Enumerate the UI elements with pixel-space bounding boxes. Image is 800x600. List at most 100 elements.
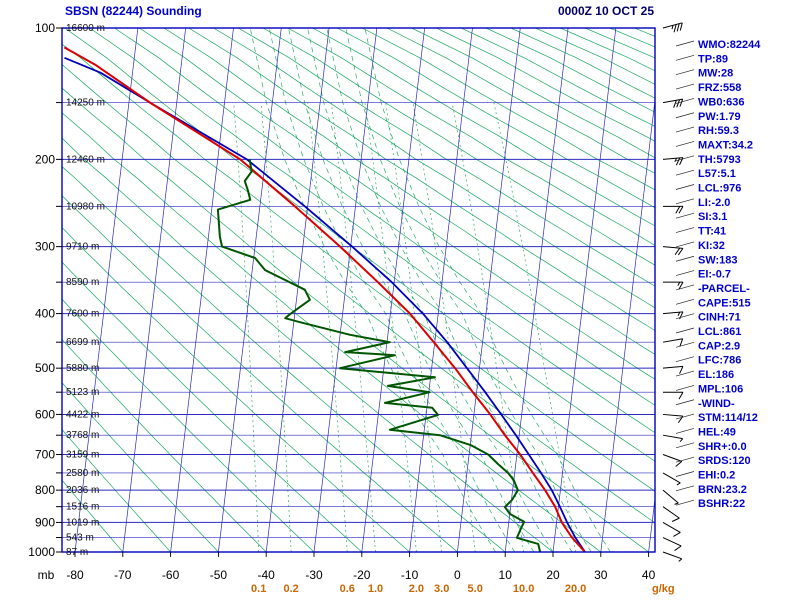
wind-barb bbox=[662, 338, 684, 347]
index-line: BRN:23.2 bbox=[698, 484, 747, 496]
wind-barb bbox=[662, 472, 681, 486]
height-label: 87 m bbox=[66, 547, 88, 558]
height-label: 16600 m bbox=[66, 23, 105, 34]
pressure-label: 900 bbox=[35, 515, 55, 529]
index-line: -WIND- bbox=[698, 398, 735, 410]
temp-label: -30 bbox=[305, 568, 323, 582]
pressure-label: 700 bbox=[35, 448, 55, 462]
index-line: SRDS:120 bbox=[698, 455, 751, 467]
barb-half bbox=[671, 25, 674, 30]
isotherm bbox=[361, 28, 426, 552]
temp-label: -40 bbox=[258, 568, 276, 582]
index-line: SHR+:0.0 bbox=[698, 441, 747, 453]
barb-half bbox=[674, 502, 679, 505]
isotherm bbox=[457, 28, 521, 552]
temp-label: 40 bbox=[642, 568, 656, 582]
moist-adiabat bbox=[249, 28, 496, 552]
wind-barb bbox=[662, 521, 681, 537]
pressure-label: 800 bbox=[35, 483, 55, 497]
wind-barb bbox=[662, 157, 684, 166]
wind-barb bbox=[662, 454, 683, 467]
index-line: LFC:786 bbox=[698, 355, 741, 367]
index-leader bbox=[675, 456, 695, 463]
barb-full bbox=[679, 366, 684, 374]
index-leader bbox=[675, 40, 695, 47]
wind-barb bbox=[662, 413, 684, 424]
barb-staff bbox=[662, 506, 680, 519]
barb-full bbox=[675, 206, 681, 214]
barb-full bbox=[679, 338, 684, 347]
index-leader bbox=[675, 327, 695, 334]
dry-adiabat bbox=[213, 28, 655, 309]
temp-label: -20 bbox=[353, 568, 371, 582]
height-label: 2036 m bbox=[66, 485, 99, 496]
barb-full bbox=[675, 460, 683, 467]
temp-label: -70 bbox=[114, 568, 132, 582]
dry-adiabat bbox=[337, 28, 655, 209]
barb-full bbox=[678, 281, 684, 290]
mixing-ratio-label: 2.0 bbox=[409, 583, 424, 595]
wind-barb bbox=[662, 489, 679, 505]
wind-barb bbox=[662, 506, 680, 522]
dry-adiabat bbox=[163, 28, 655, 355]
index-line: RH:59.3 bbox=[698, 125, 739, 137]
barb-staff bbox=[662, 521, 681, 533]
dry-adiabat bbox=[584, 28, 655, 59]
mixing-ratio-label: 10.0 bbox=[513, 583, 534, 595]
height-label: 10980 m bbox=[66, 201, 105, 212]
barb-staff bbox=[662, 246, 683, 249]
wind-barb bbox=[663, 205, 684, 214]
isotherm bbox=[218, 28, 282, 552]
index-line: HEL:49 bbox=[698, 426, 736, 438]
barb-full bbox=[677, 248, 684, 256]
barb-full bbox=[675, 157, 681, 166]
wind-barb bbox=[662, 246, 684, 256]
barb-staff bbox=[662, 472, 681, 484]
dry-adiabat bbox=[238, 28, 655, 287]
barb-full bbox=[674, 247, 681, 255]
isotherm bbox=[74, 28, 139, 552]
pressure-label: 1000 bbox=[28, 545, 55, 559]
wind-barb bbox=[662, 365, 684, 374]
mixing-ratio-line bbox=[330, 102, 376, 552]
temp-label: 20 bbox=[546, 568, 560, 582]
barb-staff bbox=[662, 338, 683, 343]
barb-half bbox=[677, 311, 681, 316]
gkg-unit-label: g/kg bbox=[652, 583, 675, 595]
barb-staff bbox=[662, 454, 682, 462]
barb-full bbox=[676, 23, 680, 32]
temp-label: -60 bbox=[162, 568, 180, 582]
parcel-curve bbox=[64, 56, 586, 552]
height-label: 2580 m bbox=[66, 468, 99, 479]
barb-half bbox=[679, 438, 684, 443]
index-line: LI:-2.0 bbox=[698, 197, 730, 209]
index-line: LCL:861 bbox=[698, 326, 741, 338]
wind-barb bbox=[662, 551, 683, 562]
temp-label: 30 bbox=[594, 568, 608, 582]
moist-adiabat bbox=[307, 28, 554, 552]
wind-barb bbox=[663, 281, 684, 290]
barb-full bbox=[679, 311, 684, 320]
height-label: 5123 m bbox=[66, 387, 99, 398]
mixing-ratio-label: 0.6 bbox=[340, 583, 355, 595]
height-label: 3768 m bbox=[66, 430, 99, 441]
wind-barb bbox=[663, 391, 684, 400]
index-line: CAPE:515 bbox=[698, 297, 751, 309]
index-line: EHI:0.2 bbox=[698, 470, 735, 482]
index-line: MW:28 bbox=[698, 68, 733, 80]
index-leader bbox=[675, 471, 695, 477]
valid-datetime: 0000Z 10 OCT 25 bbox=[557, 4, 654, 18]
wind-barb bbox=[662, 537, 682, 551]
dry-adiabat bbox=[138, 28, 655, 380]
index-line: EL:186 bbox=[698, 369, 734, 381]
mixing-ratio-line bbox=[233, 102, 260, 552]
isotherm bbox=[600, 97, 655, 552]
barb-full bbox=[671, 517, 680, 522]
height-label: 5880 m bbox=[66, 363, 99, 374]
dry-adiabat bbox=[62, 63, 655, 524]
index-leader bbox=[675, 184, 695, 190]
temp-label: -50 bbox=[210, 568, 228, 582]
index-leader bbox=[675, 413, 695, 420]
index-line: TH:5793 bbox=[698, 154, 741, 166]
index-line: CINH:71 bbox=[698, 312, 741, 324]
